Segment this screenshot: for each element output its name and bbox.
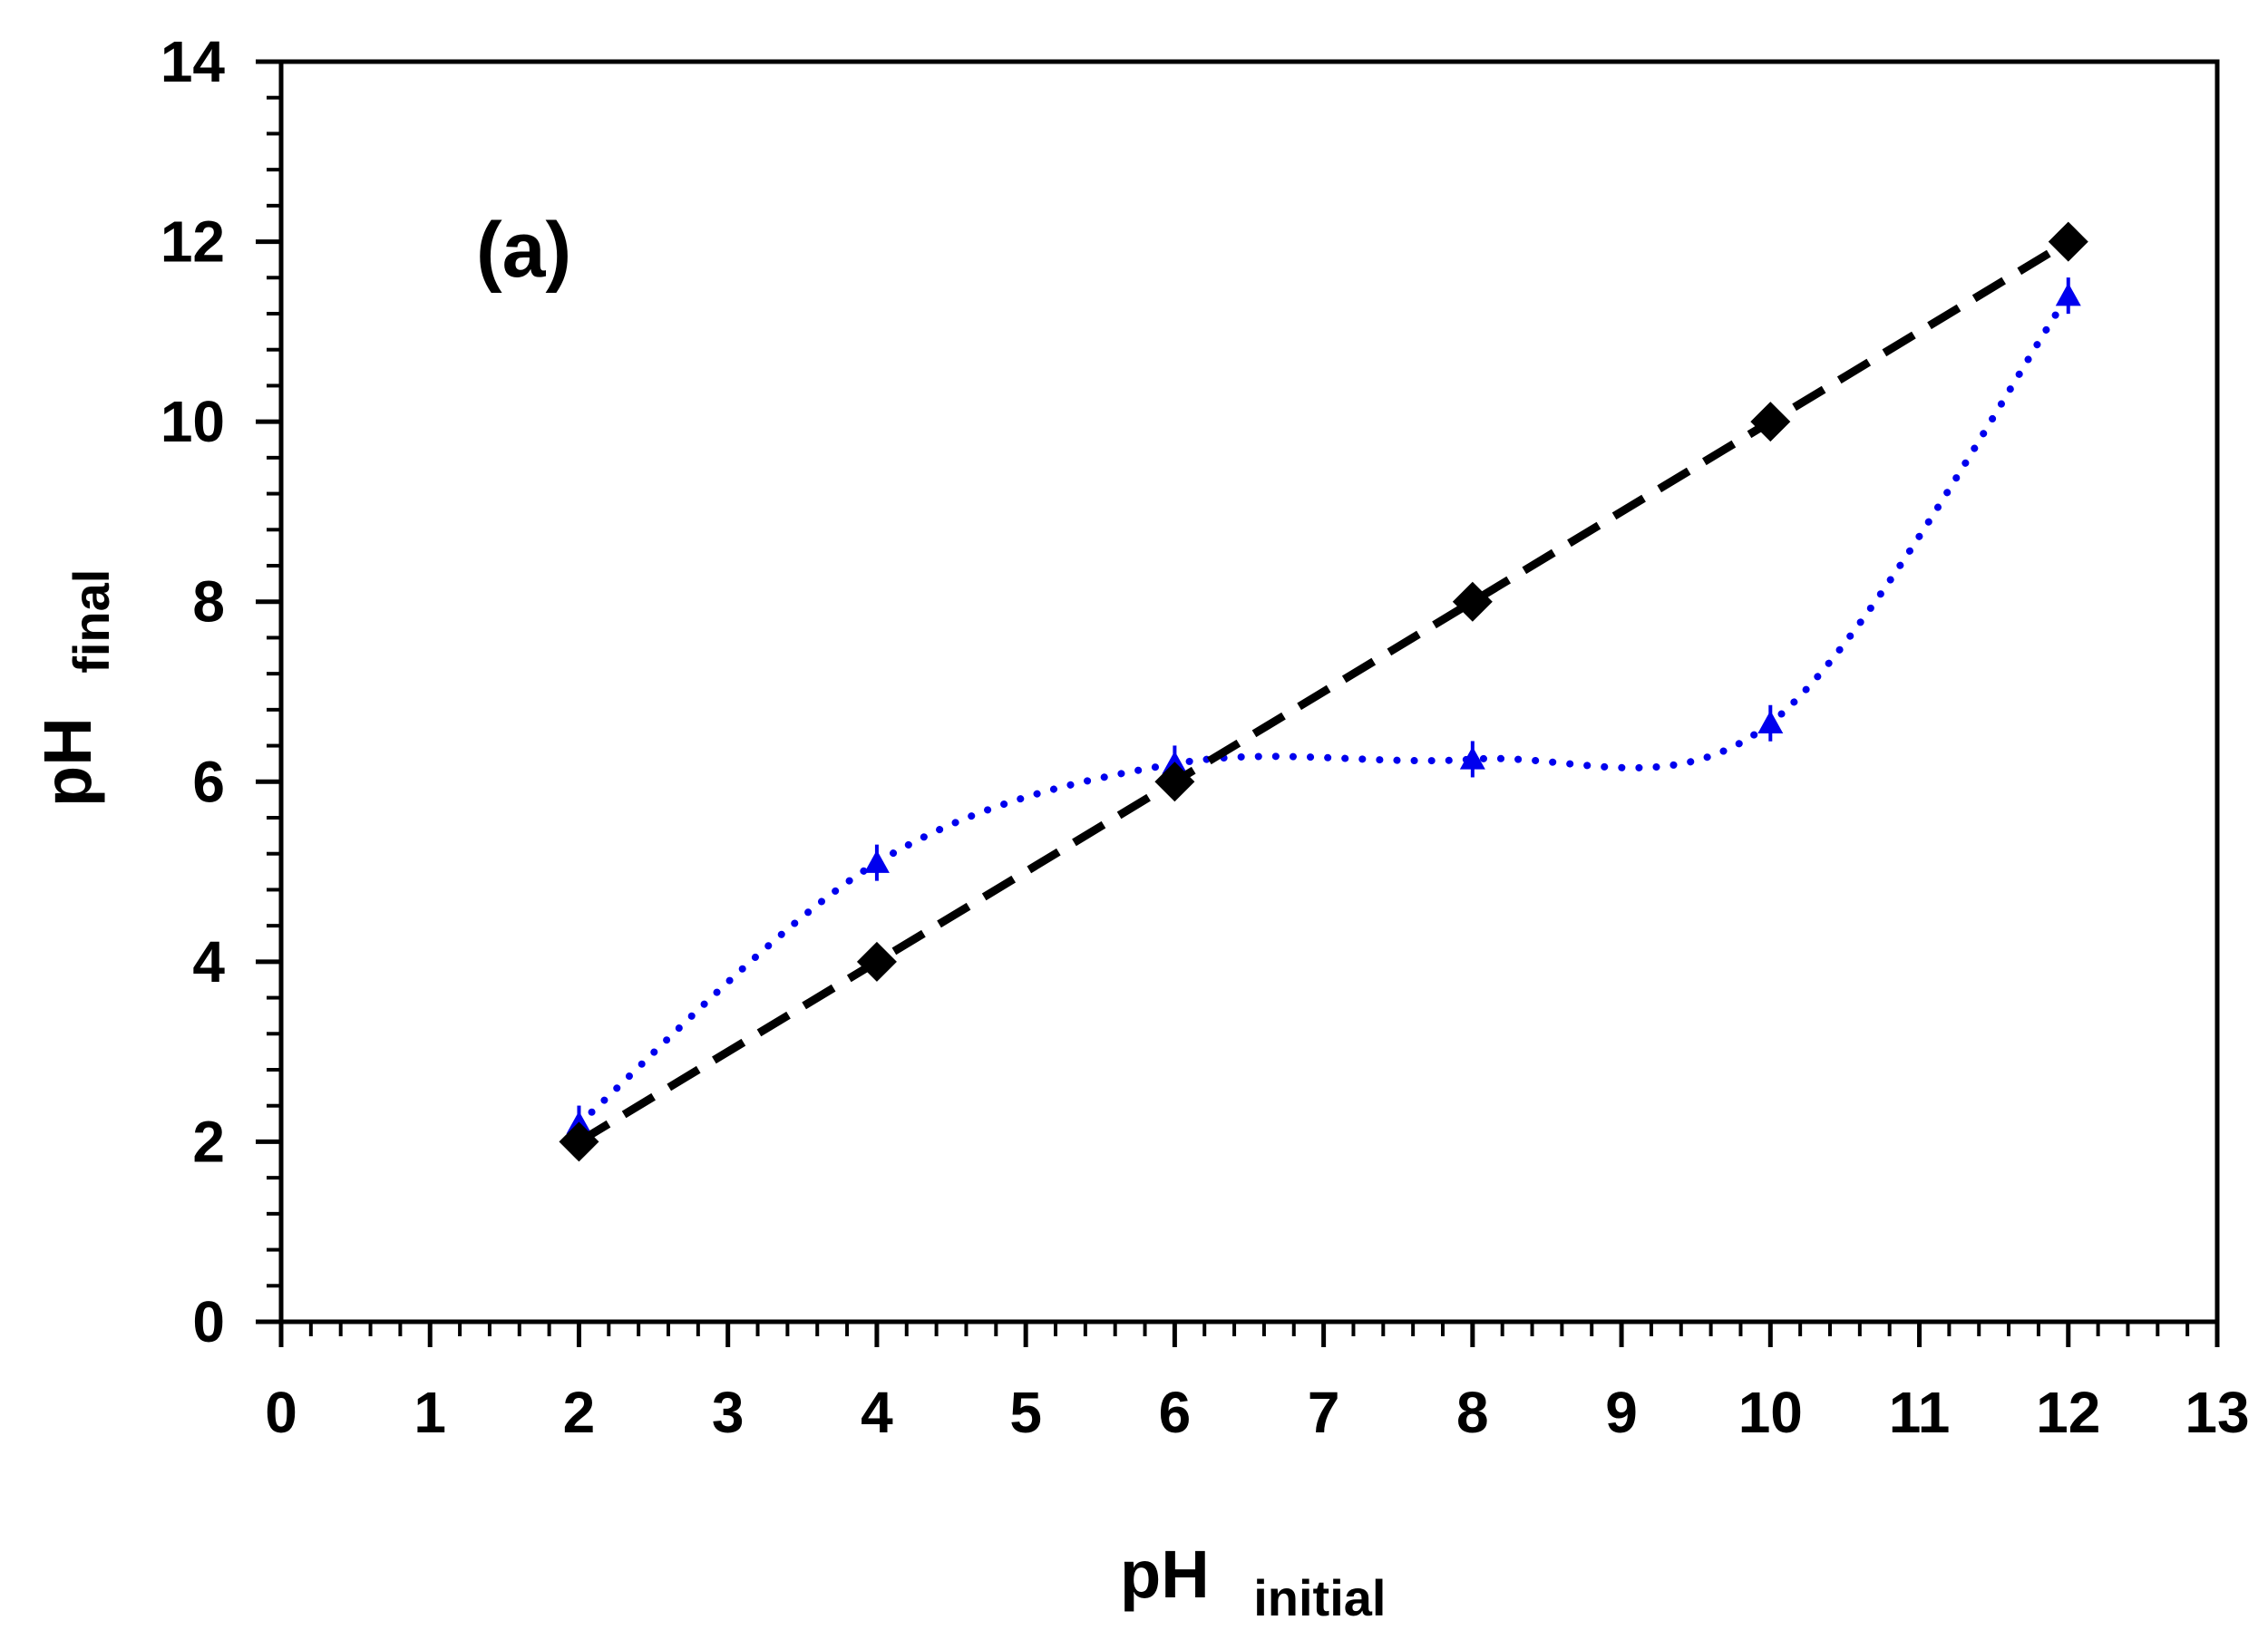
x-tick-label: 5 <box>1009 1380 1042 1445</box>
x-tick-label: 13 <box>2185 1380 2249 1445</box>
y-tick-label: 0 <box>192 1289 225 1354</box>
plot-frame <box>278 59 2220 1324</box>
data-point-reference <box>559 1121 599 1162</box>
series-line-sample <box>575 292 2072 1128</box>
y-tick-label: 12 <box>161 209 225 275</box>
axis-ticks <box>256 59 2220 1347</box>
y-tick-label: 14 <box>161 29 226 94</box>
y-tick-label: 8 <box>192 569 225 635</box>
x-tick-label: 8 <box>1456 1380 1489 1445</box>
series-line-reference <box>577 238 2071 1146</box>
data-point-reference <box>1452 581 1493 622</box>
y-tick-label: 6 <box>192 749 225 814</box>
x-tick-label: 9 <box>1605 1380 1638 1445</box>
x-tick-label: 11 <box>1889 1380 1951 1445</box>
series-layer <box>559 221 2088 1162</box>
x-axis-title: pH initial <box>1120 1537 1386 1626</box>
data-point-reference <box>1154 762 1195 802</box>
x-tick-label: 3 <box>712 1380 745 1445</box>
x-tick-label: 4 <box>861 1380 893 1445</box>
y-tick-label: 2 <box>192 1109 225 1174</box>
y-axis-title: pH final <box>30 569 120 807</box>
panel-annotation: (a) <box>476 207 571 294</box>
data-point-reference <box>856 941 897 982</box>
x-axis-title-sub: initial <box>1253 1569 1386 1626</box>
data-point-reference <box>2048 221 2088 262</box>
x-axis-title-main: pH <box>1120 1537 1210 1612</box>
y-tick-label: 10 <box>161 389 225 454</box>
y-axis-title-sub: final <box>63 569 120 674</box>
x-tick-label: 7 <box>1308 1380 1340 1445</box>
data-point-reference <box>1750 402 1791 442</box>
x-tick-label: 10 <box>1738 1380 1803 1445</box>
x-tick-label: 6 <box>1159 1380 1192 1445</box>
x-tick-label: 12 <box>2036 1380 2100 1445</box>
y-tick-label: 4 <box>192 929 225 994</box>
y-axis-title-main: pH <box>30 717 105 807</box>
x-tick-label: 2 <box>563 1380 596 1445</box>
x-tick-label: 1 <box>414 1380 446 1445</box>
x-tick-label: 0 <box>265 1380 297 1445</box>
